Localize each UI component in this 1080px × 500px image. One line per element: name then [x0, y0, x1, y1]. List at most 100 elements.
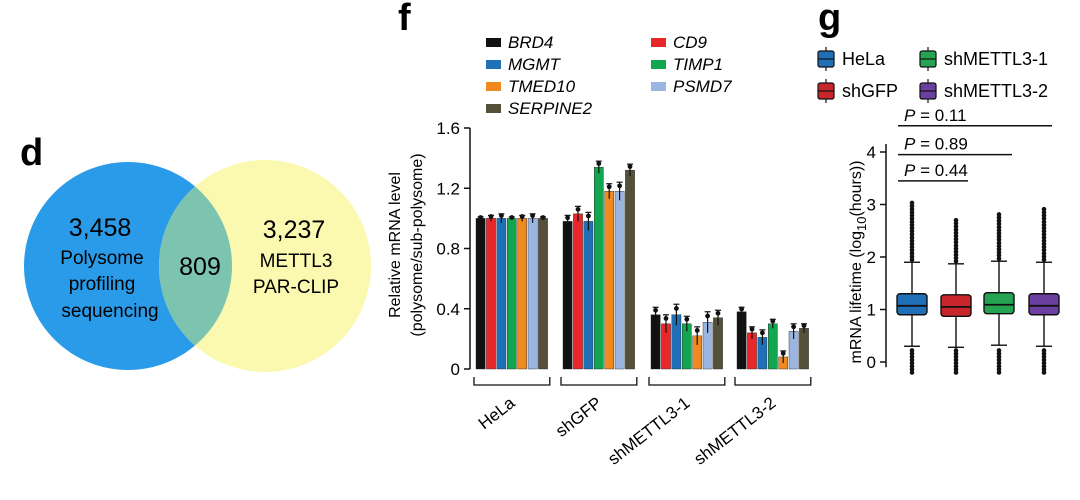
- datapoint-shmettl3-2-brd4: [739, 306, 744, 312]
- outlier-shgfp-8: [953, 233, 959, 239]
- box-legend: HeLa shMETTL3-1 shGFP shMETTL3-2: [817, 47, 1048, 103]
- bar-shgfp-serpine2: [625, 169, 635, 370]
- outlier-hela-7: [909, 235, 915, 240]
- bar-shmettl3-2-serpine2: [799, 328, 809, 370]
- outlier-shmettl3-1-18: [996, 360, 1002, 366]
- bar-shgfp-psmd7: [614, 191, 625, 370]
- bar-hela-mgmt: [496, 218, 507, 370]
- f-ytick-label-4: 1.6: [436, 119, 460, 138]
- outlier-shmettl3-1-20: [996, 354, 1002, 360]
- datapoint-shgfp-brd4: [565, 215, 570, 221]
- outlier-shgfp-6: [953, 240, 959, 245]
- outlier-shmettl3-2-9: [1041, 228, 1047, 234]
- outlier-shgfp-16: [953, 363, 959, 369]
- outlier-shmettl3-2-16: [1041, 206, 1047, 212]
- bar-chart-f: Relative mRNA level (polysome/sub-polyso…: [387, 119, 812, 469]
- outlier-hela-5: [909, 241, 915, 247]
- outlier-shgfp-1: [953, 255, 959, 261]
- outlier-shgfp-15: [953, 367, 959, 372]
- pvalue-value-1: = 0.89: [915, 135, 967, 154]
- outlier-shmettl3-1-5: [996, 240, 1002, 246]
- outlier-shmettl3-2-19: [1041, 363, 1047, 369]
- datapoint-hela-serpine2: [540, 215, 546, 220]
- outlier-shmettl3-2-11: [1041, 222, 1047, 228]
- outlier-shgfp-2: [953, 252, 959, 258]
- outlier-hela-0: [909, 257, 915, 262]
- outlier-shmettl3-2-2: [1041, 251, 1047, 256]
- g-legend-label-hela: HeLa: [842, 49, 886, 69]
- datapoint-shmettl3-1-psmd7: [705, 313, 710, 319]
- outlier-hela-4: [909, 244, 915, 250]
- outlier-hela-23: [909, 357, 915, 363]
- datapoint-shgfp-tmed10: [606, 184, 612, 190]
- bar-hela-timp1: [507, 218, 517, 370]
- datapoint-hela-cd9: [488, 214, 494, 219]
- outlier-shgfp-21: [953, 348, 959, 353]
- legend-label-timp1: TIMP1: [673, 55, 723, 74]
- outlier-shmettl3-2-22: [1041, 354, 1047, 360]
- datapoint-shgfp-psmd7: [617, 183, 622, 189]
- legend-swatch-serpine2: [486, 104, 501, 113]
- outlier-shmettl3-2-18: [1041, 367, 1047, 372]
- legend-label-serpine2: SERPINE2: [508, 99, 593, 118]
- outlier-shmettl3-2-24: [1041, 348, 1047, 353]
- venn-overlap-count: 809: [179, 253, 221, 281]
- outlier-hela-10: [909, 225, 915, 231]
- outlier-shmettl3-1-8: [996, 231, 1002, 236]
- f-y-axis: 0 0.4 0.8 1.2 1.6: [436, 119, 471, 379]
- datapoint-shmettl3-1-brd4: [653, 307, 658, 313]
- outlier-hela-19: [909, 370, 915, 375]
- outlier-shmettl3-2-1: [1041, 254, 1047, 259]
- outlier-shmettl3-2-3: [1041, 247, 1047, 253]
- bar-hela-brd4: [475, 218, 486, 370]
- bar-hela-serpine2: [538, 218, 548, 370]
- bar-shmettl3-1-brd4: [650, 314, 661, 370]
- outlier-shmettl3-2-7: [1041, 235, 1047, 240]
- g-ylabel: mRNA lifetime (log10(hours)): [848, 161, 869, 364]
- outlier-shgfp-7: [953, 236, 959, 242]
- g-boxes: [896, 200, 1060, 375]
- venn-right-line-1: METTL3: [260, 251, 333, 272]
- outlier-shmettl3-2-10: [1041, 225, 1047, 231]
- category-label-hela: HeLa: [475, 393, 519, 433]
- outlier-hela-3: [909, 247, 915, 253]
- outlier-shmettl3-2-23: [1041, 351, 1047, 356]
- datapoint-shmettl3-1-mgmt: [674, 306, 679, 311]
- datapoint-shmettl3-2-timp1: [770, 318, 776, 324]
- datapoint-shmettl3-1-timp1: [684, 316, 690, 322]
- pvalue-text-1: P = 0.89: [904, 135, 968, 154]
- outlier-shmettl3-1-11: [996, 221, 1002, 227]
- legend-label-psmd7: PSMD7: [673, 77, 732, 96]
- outlier-shgfp-10: [953, 227, 959, 232]
- datapoint-hela-mgmt: [499, 213, 504, 219]
- outlier-hela-14: [909, 213, 915, 218]
- venn-diagram: 3,458 Polysome profiling sequencing 809 …: [24, 160, 371, 372]
- pvalue-value-0: = 0.11: [915, 106, 966, 125]
- category-label-shmettl3-1: shMETTL3-1: [604, 393, 693, 468]
- outlier-shmettl3-1-14: [996, 212, 1002, 217]
- outlier-shmettl3-1-15: [996, 370, 1002, 375]
- outlier-shmettl3-2-15: [1041, 210, 1047, 215]
- outlier-shgfp-9: [953, 230, 959, 236]
- g-y-axis: 0 1 2 3 4: [867, 143, 887, 372]
- bar-shgfp-timp1: [594, 166, 604, 370]
- bar-shgfp-brd4: [562, 221, 573, 370]
- outlier-shgfp-12: [953, 221, 959, 226]
- outlier-shmettl3-1-10: [996, 224, 1002, 230]
- datapoint-shgfp-mgmt: [586, 213, 591, 219]
- bar-shmettl3-2-timp1: [768, 323, 778, 370]
- outlier-hela-25: [909, 351, 915, 356]
- datapoint-shmettl3-1-tmed10: [694, 328, 700, 333]
- outlier-shmettl3-1-19: [996, 357, 1002, 363]
- outlier-shgfp-14: [953, 370, 959, 375]
- outlier-shgfp-4: [953, 246, 959, 251]
- venn-left-line-2: profiling: [69, 274, 136, 295]
- bar-hela-tmed10: [517, 218, 527, 370]
- legend-swatch-tmed10: [486, 82, 501, 91]
- g-ytick-label-1: 1: [867, 301, 876, 320]
- outlier-hela-9: [909, 228, 915, 234]
- g-ytick-label-3: 3: [867, 196, 876, 215]
- outlier-shgfp-0: [953, 258, 959, 264]
- pvalue-value-2: = 0.44: [915, 161, 967, 180]
- datapoint-shmettl3-2-tmed10: [780, 350, 786, 356]
